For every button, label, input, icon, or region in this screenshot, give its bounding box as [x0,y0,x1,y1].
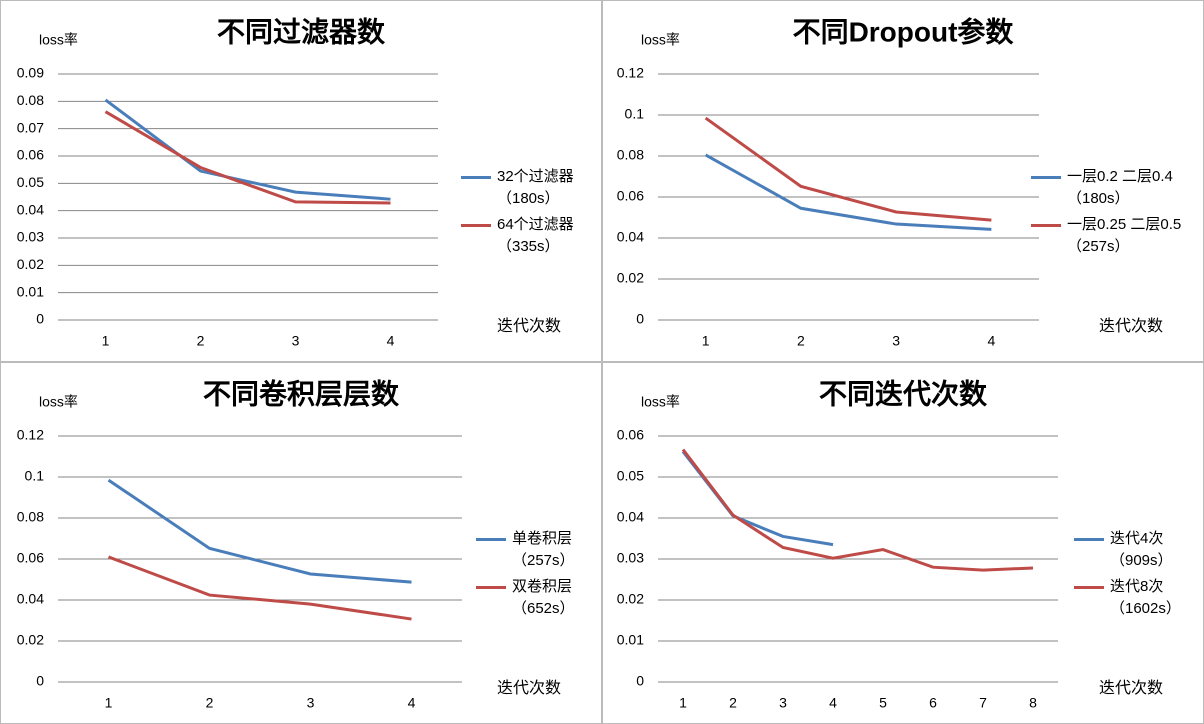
chart-panel: 不同Dropout参数 loss率迭代次数 0 0.02 0.04 0.06 0.08 0.1… [602,0,1204,362]
x-axis-label: 迭代次数 [1099,317,1163,335]
x-tick-label: 1 [102,333,110,349]
legend-label: 单卷积层（257s） [512,530,575,569]
x-tick-label: 4 [829,695,837,711]
chart-title: 不同迭代次数 [819,378,988,409]
y-tick-label: 0.05 [617,468,644,484]
y-tick-label: 0.1 [25,468,45,484]
y-tick-label: 0.12 [17,427,44,443]
y-axis-label: loss率 [641,394,680,410]
data-line [104,98,391,201]
chart-title: 不同卷积层层数 [203,378,400,409]
y-tick-label: 0.08 [17,509,44,525]
y-tick-label: 0.02 [17,256,44,272]
data-line [104,110,391,205]
x-tick-label: 8 [1029,695,1037,711]
legend-swatch [1031,176,1061,179]
y-tick-label: 0.07 [17,119,44,135]
legend-label: 一层0.2 二层0.4（180s） [1067,168,1173,207]
x-tick-label: 1 [702,333,710,349]
y-tick-label: 0 [36,673,44,689]
y-tick-label: 0.02 [617,591,644,607]
x-tick-label: 4 [987,333,995,349]
legend-swatch [461,176,491,179]
x-axis-label: 迭代次数 [497,679,561,697]
legend-swatch [476,586,506,589]
chart-title: 不同过滤器数 [217,16,386,47]
x-tick-label: 1 [105,695,113,711]
y-tick-label: 0.08 [617,147,644,163]
y-tick-label: 0.06 [17,147,44,163]
y-tick-label: 0.08 [17,92,44,108]
y-tick-label: 0.04 [617,229,644,245]
x-axis-label: 迭代次数 [497,317,561,335]
legend-swatch [1074,586,1104,589]
y-tick-label: 0.01 [617,632,644,648]
y-tick-label: 0 [636,311,644,327]
legend-label: 迭代8次（1602s） [1110,578,1181,617]
y-tick-label: 0.03 [617,550,644,566]
data-line [107,478,412,584]
legend-label: 迭代4次（909s） [1110,530,1173,569]
y-tick-label: 0.02 [617,270,644,286]
x-tick-label: 3 [892,333,900,349]
y-tick-label: 0.04 [617,509,644,525]
y-tick-label: 0.04 [17,591,44,607]
chart-panel: 不同迭代次数 loss率迭代次数 0 0.01 0.02 0.03 0.04 0.05 0.06… [602,362,1204,724]
legend-label: 32个过滤器（180s） [497,168,574,207]
y-tick-label: 0.05 [17,174,44,190]
data-line [704,116,992,222]
chart-panel: 不同过滤器数 loss率迭代次数 0 0.01 0.02 0.03 0.04 0.05 0.06… [0,0,602,362]
x-tick-label: 2 [206,695,214,711]
y-tick-label: 0.02 [17,632,44,648]
chart-title: 不同Dropout参数 [793,15,1015,47]
y-tick-label: 0.04 [17,201,44,217]
data-line [704,153,992,231]
legend-label: 一层0.25 二层0.5（257s） [1067,216,1182,255]
chart-panel: 不同卷积层层数 loss率迭代次数 0 0.02 0.04 0.06 0.08 0.1 0.12… [0,362,602,724]
legend-swatch [476,538,506,541]
y-tick-label: 0.06 [17,550,44,566]
x-tick-label: 7 [979,695,987,711]
x-tick-label: 5 [879,695,887,711]
x-tick-label: 3 [779,695,787,711]
legend-swatch [461,224,491,227]
legend-swatch [1074,538,1104,541]
x-tick-label: 4 [387,333,395,349]
y-tick-label: 0.1 [625,106,645,122]
x-tick-label: 6 [929,695,937,711]
x-tick-label: 2 [797,333,805,349]
legend-swatch [1031,224,1061,227]
x-tick-label: 2 [197,333,205,349]
y-tick-label: 0.01 [17,283,44,299]
x-tick-label: 3 [307,695,315,711]
x-tick-label: 1 [679,695,687,711]
legend-label: 双卷积层（652s） [512,578,575,617]
x-tick-label: 3 [292,333,300,349]
y-axis-label: loss率 [641,32,680,48]
y-axis-label: loss率 [39,32,78,48]
data-line [107,555,412,621]
x-tick-label: 4 [408,695,416,711]
y-tick-label: 0.03 [17,229,44,245]
data-line [681,448,1034,572]
y-tick-label: 0.12 [617,65,644,81]
y-tick-label: 0.09 [17,65,44,81]
y-tick-label: 0 [36,311,44,327]
x-axis-label: 迭代次数 [1099,679,1163,697]
y-tick-label: 0.06 [617,427,644,443]
y-tick-label: 0 [636,673,644,689]
y-tick-label: 0.06 [617,188,644,204]
y-axis-label: loss率 [39,394,78,410]
legend-label: 64个过滤器（335s） [497,216,574,255]
x-tick-label: 2 [729,695,737,711]
